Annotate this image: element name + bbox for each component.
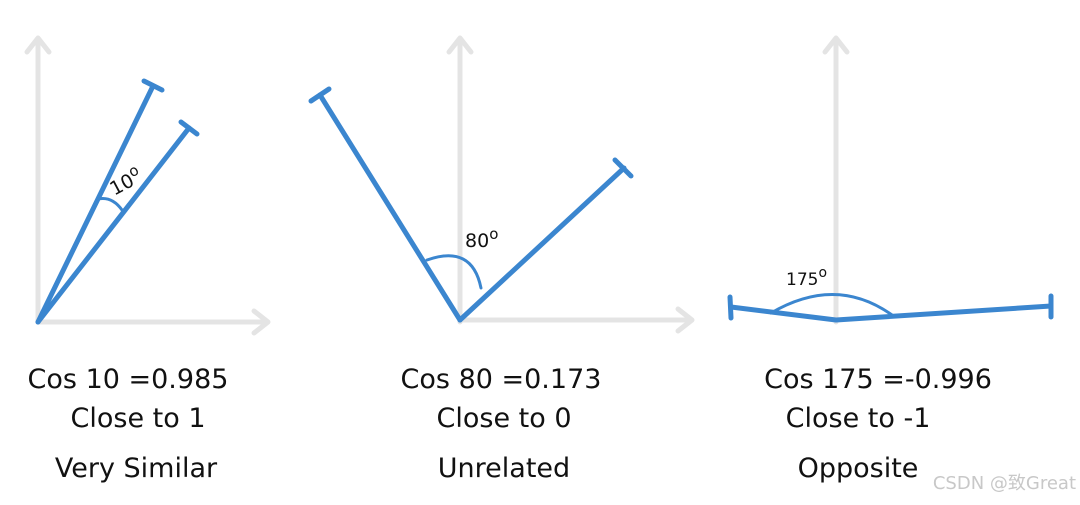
panel-3-angle-label: 175o (786, 265, 827, 290)
panel-3-vector-b (833, 303, 1054, 323)
panel-1-vector-a-cap (141, 78, 165, 93)
panel-2-vector-b (457, 165, 627, 323)
panel-1-closeness: Close to 1 (70, 403, 206, 434)
panel-1-x-arrowhead (251, 308, 271, 336)
panel-2-y-arrowhead (446, 35, 474, 55)
panel-2-vector-a (317, 92, 463, 323)
panel-2-meaning: Unrelated (437, 453, 571, 484)
panel-1-vector-b (35, 125, 192, 325)
watermark: CSDN @致Great (932, 473, 1076, 494)
panel-2-vector-b-cap (612, 157, 634, 179)
panel-1-angle-arc (96, 197, 124, 212)
panel-3-meaning: Opposite (797, 453, 919, 484)
panel-2-degree-mark: o (489, 225, 498, 243)
panel-3-vector-a (728, 304, 839, 323)
panel-3-cos-value: Cos 175 =-0.996 (764, 364, 992, 395)
panel-3-angle-arc (769, 293, 894, 317)
panel-3-degree-mark: o (818, 265, 827, 281)
panel-2-vectors (308, 86, 634, 323)
panel-1-vector-b-cap (178, 119, 200, 137)
panel-1-meaning: Very Similar (54, 453, 218, 484)
panel-1-axes (24, 35, 271, 336)
panel-2-cos-value: Cos 80 =0.173 (400, 364, 602, 395)
panel-3-vector-a-cap (727, 294, 734, 321)
panel-3-closeness: Close to -1 (785, 403, 931, 434)
panel-3-vectors (727, 293, 1054, 323)
panel-1-cos-value: Cos 10 =0.985 (27, 364, 229, 395)
panel-1-vectors (35, 78, 200, 325)
panel-2-vector-a-cap (308, 86, 332, 104)
panel-2-axes (446, 35, 695, 334)
panel-2-x-arrowhead (675, 306, 695, 334)
panel-1-y-arrowhead (24, 35, 52, 55)
panel-1-vector-a (35, 83, 156, 325)
panel-3-axes (822, 35, 850, 325)
panel-2-angle-label: 80o (465, 225, 498, 252)
panel-2-angle-arc (425, 254, 483, 290)
panel-3-y-arrowhead (822, 35, 850, 55)
panel-2-closeness: Close to 0 (436, 403, 572, 434)
